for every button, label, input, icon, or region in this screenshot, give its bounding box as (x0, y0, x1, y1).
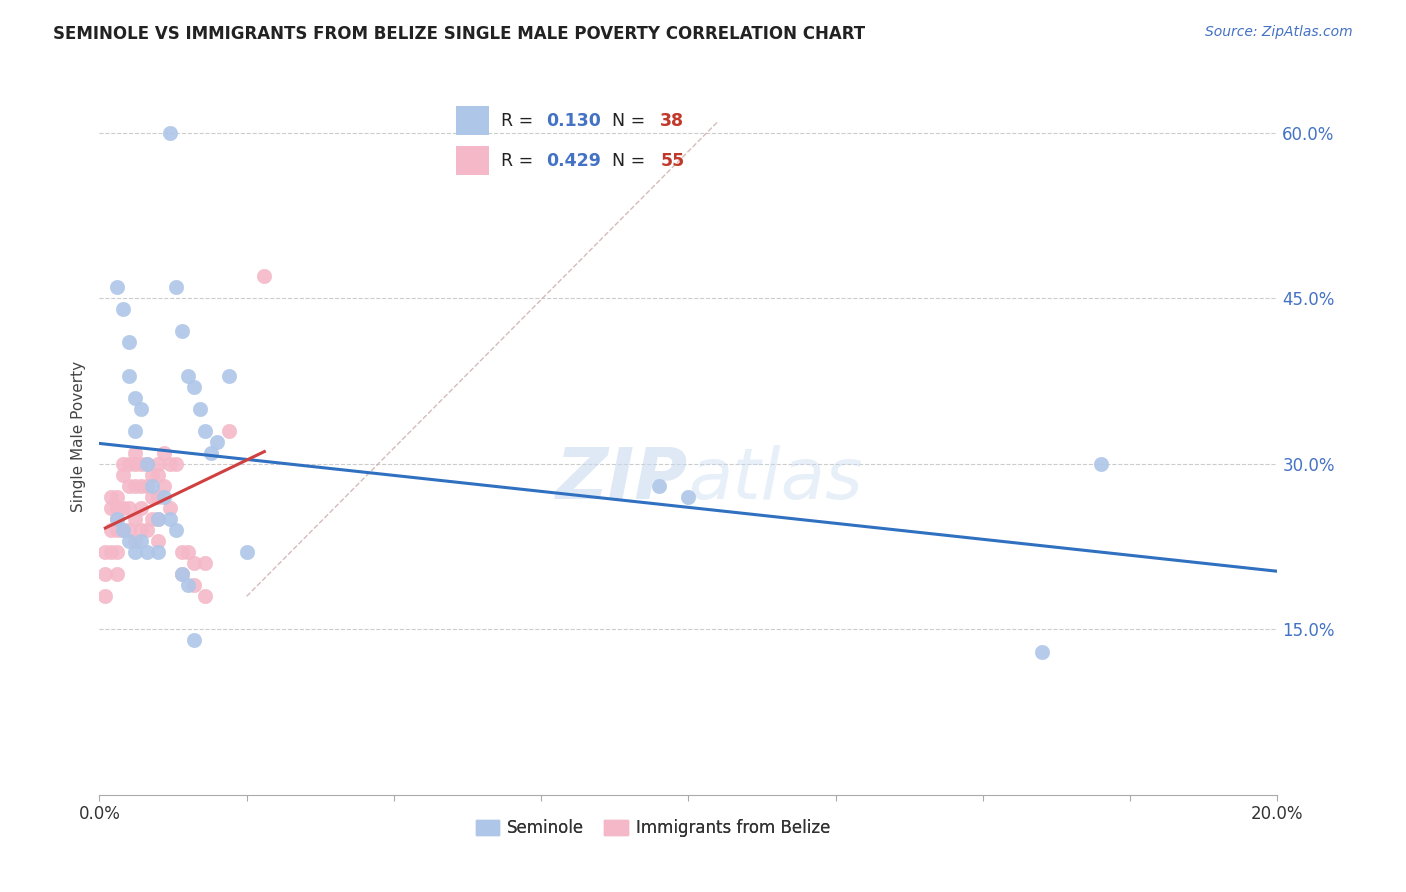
Point (165, 457, 187, 471)
Point (194, 590, 217, 604)
Point (129, 457, 152, 471)
Point (105, 567, 128, 582)
Point (148, 457, 170, 471)
Point (153, 446, 176, 460)
Point (129, 534, 152, 549)
Point (148, 512, 170, 526)
Point (678, 490, 700, 504)
Point (124, 534, 146, 549)
Point (124, 446, 146, 460)
Point (141, 467, 163, 482)
Point (105, 523, 128, 537)
Point (111, 457, 134, 471)
Point (111, 467, 134, 482)
Point (207, 434, 229, 449)
Point (177, 545, 200, 559)
Point (94, 567, 117, 582)
Point (111, 302, 134, 317)
Point (135, 457, 157, 471)
Point (148, 534, 170, 549)
Point (135, 479, 157, 493)
Point (148, 467, 170, 482)
Text: atlas: atlas (689, 445, 863, 514)
Point (153, 479, 176, 493)
Point (165, 523, 187, 537)
Text: ZIP: ZIP (557, 445, 689, 514)
Point (165, 280, 187, 294)
Point (141, 512, 163, 526)
Point (105, 490, 128, 504)
Text: SEMINOLE VS IMMIGRANTS FROM BELIZE SINGLE MALE POVERTY CORRELATION CHART: SEMINOLE VS IMMIGRANTS FROM BELIZE SINGL… (53, 25, 866, 43)
Point (153, 490, 176, 504)
Point (148, 545, 170, 559)
Point (111, 501, 134, 516)
Point (648, 479, 671, 493)
Point (124, 479, 146, 493)
Point (124, 512, 146, 526)
Point (118, 457, 141, 471)
Point (235, 545, 257, 559)
Point (170, 567, 193, 582)
Point (105, 280, 128, 294)
Point (111, 523, 134, 537)
Point (218, 368, 240, 383)
Text: Source: ZipAtlas.com: Source: ZipAtlas.com (1205, 25, 1353, 39)
Point (1031, 644, 1053, 658)
Point (141, 479, 163, 493)
Point (105, 545, 128, 559)
Point (183, 578, 205, 592)
Point (135, 545, 157, 559)
Point (183, 633, 205, 648)
Point (135, 457, 157, 471)
Point (118, 479, 141, 493)
Point (170, 567, 193, 582)
Point (94, 590, 117, 604)
Point (100, 490, 122, 504)
Point (148, 512, 170, 526)
Point (194, 556, 217, 570)
Point (183, 379, 205, 393)
Point (118, 534, 141, 549)
Point (129, 479, 152, 493)
Point (135, 523, 157, 537)
Point (159, 512, 181, 526)
Point (170, 545, 193, 559)
Point (124, 545, 146, 559)
Point (159, 501, 181, 516)
Point (159, 126, 181, 140)
Point (111, 523, 134, 537)
Point (124, 457, 146, 471)
Legend: Seminole, Immigrants from Belize: Seminole, Immigrants from Belize (470, 813, 837, 844)
Point (148, 490, 170, 504)
Point (118, 523, 141, 537)
Point (124, 424, 146, 438)
Point (129, 501, 152, 516)
Point (1090, 457, 1112, 471)
Point (118, 335, 141, 350)
Point (105, 512, 128, 526)
Point (141, 490, 163, 504)
Point (105, 512, 128, 526)
Point (170, 324, 193, 338)
Point (94, 545, 117, 559)
Point (124, 391, 146, 405)
Point (100, 523, 122, 537)
Point (218, 424, 240, 438)
Point (100, 545, 122, 559)
Y-axis label: Single Male Poverty: Single Male Poverty (72, 360, 86, 512)
Point (129, 523, 152, 537)
Point (188, 401, 211, 416)
Point (200, 446, 222, 460)
Point (194, 424, 217, 438)
Point (183, 556, 205, 570)
Point (129, 401, 152, 416)
Point (177, 368, 200, 383)
Point (159, 457, 181, 471)
Point (105, 501, 128, 516)
Point (100, 501, 122, 516)
Point (118, 368, 141, 383)
Point (177, 578, 200, 592)
Point (118, 501, 141, 516)
Point (253, 269, 276, 284)
